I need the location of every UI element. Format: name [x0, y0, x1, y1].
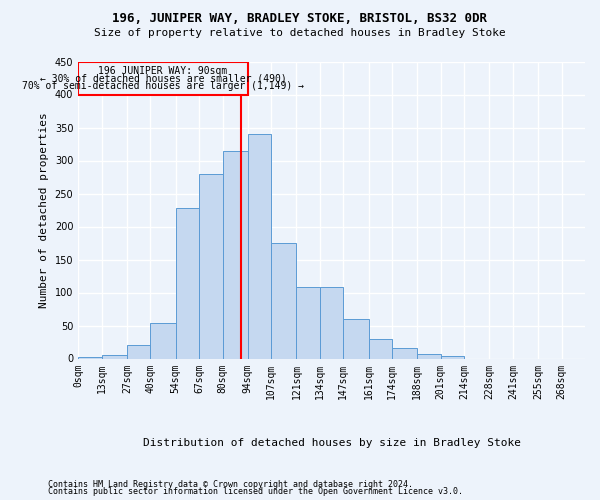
Bar	[78, 357, 101, 358]
Bar	[151, 323, 176, 358]
Bar	[127, 346, 151, 358]
Bar	[271, 243, 296, 358]
Text: Contains public sector information licensed under the Open Government Licence v3: Contains public sector information licen…	[48, 487, 463, 496]
Bar	[223, 150, 248, 358]
Bar	[78, 62, 248, 94]
Text: 196 JUNIPER WAY: 90sqm: 196 JUNIPER WAY: 90sqm	[98, 66, 227, 76]
Bar	[417, 354, 441, 358]
Text: 70% of semi-detached houses are larger (1,149) →: 70% of semi-detached houses are larger (…	[22, 80, 304, 90]
Bar	[101, 355, 127, 358]
Text: Size of property relative to detached houses in Bradley Stoke: Size of property relative to detached ho…	[94, 28, 506, 38]
Bar	[392, 348, 417, 358]
Text: ← 30% of detached houses are smaller (490): ← 30% of detached houses are smaller (49…	[40, 74, 286, 84]
Bar	[296, 287, 320, 358]
Bar	[176, 208, 199, 358]
Text: Contains HM Land Registry data © Crown copyright and database right 2024.: Contains HM Land Registry data © Crown c…	[48, 480, 413, 489]
Bar	[199, 174, 223, 358]
Bar	[320, 287, 343, 358]
Bar	[343, 319, 368, 358]
Bar	[248, 134, 271, 358]
X-axis label: Distribution of detached houses by size in Bradley Stoke: Distribution of detached houses by size …	[143, 438, 521, 448]
Text: 196, JUNIPER WAY, BRADLEY STOKE, BRISTOL, BS32 0DR: 196, JUNIPER WAY, BRADLEY STOKE, BRISTOL…	[113, 12, 487, 26]
Y-axis label: Number of detached properties: Number of detached properties	[39, 112, 49, 308]
Bar	[368, 338, 392, 358]
Bar	[441, 356, 464, 358]
